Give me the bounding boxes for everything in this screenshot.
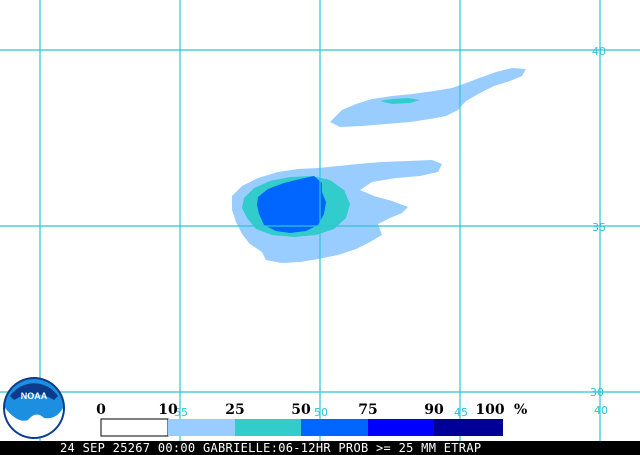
grid-label-lat-40: 40 [592,45,606,58]
product-caption: 24 SEP 25267 00:00 GABRIELLE:06-12HR PRO… [60,441,482,455]
legend-unit: % [514,402,527,418]
contour-50-75-main [257,176,326,233]
caption-bar: 24 SEP 25267 00:00 GABRIELLE:06-12HR PRO… [0,441,640,455]
legend-label-25: 25 [225,402,244,418]
grid-label-lon-40: 40 [594,404,608,417]
grid-label-lon-55: 55 [174,406,188,419]
legend-swatch-10-25 [168,419,235,436]
legend-swatch-90-100 [434,419,503,436]
legend-label-75: 75 [358,402,377,418]
noaa-logo-icon: NOAA [3,377,65,439]
legend-label-100: 100 [475,402,504,418]
contour-25-50-north [380,98,420,104]
contour-10-25-north [330,68,526,127]
legend: 0 10 25 50 75 90 100 % [96,402,527,437]
noaa-logo-text: NOAA [21,391,48,401]
grid-label-lon-50: 50 [314,406,328,419]
legend-label-90: 90 [424,402,444,418]
legend-swatch-75-90 [368,419,434,436]
legend-label-50: 50 [291,402,311,418]
legend-swatch-25-50 [235,419,301,436]
grid-label-lat-30: 30 [590,386,604,399]
grid-label-lon-45: 45 [454,406,468,419]
legend-swatch-0-10 [100,418,169,437]
legend-label-0: 0 [96,402,106,418]
legend-swatch-50-75 [301,419,368,436]
probability-contours [232,68,526,263]
lat-lon-grid [0,0,640,441]
grid-label-lat-35: 35 [592,221,606,234]
legend-label-10: 10 [158,402,178,418]
